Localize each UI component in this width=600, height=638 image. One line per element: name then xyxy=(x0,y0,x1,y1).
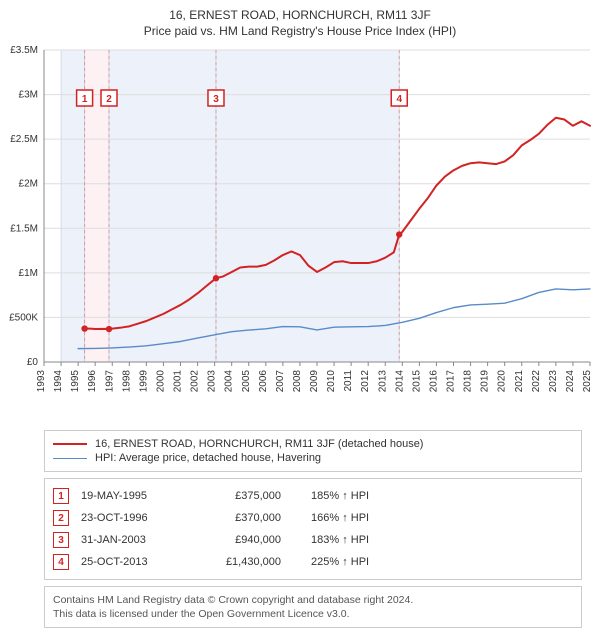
svg-text:2002: 2002 xyxy=(190,370,201,393)
svg-text:3: 3 xyxy=(213,94,219,105)
table-row: 3 31-JAN-2003 £940,000 183% ↑ HPI xyxy=(53,529,573,551)
sale-hpi: 185% ↑ HPI xyxy=(311,490,573,502)
svg-text:1995: 1995 xyxy=(70,370,81,393)
svg-text:2015: 2015 xyxy=(411,370,422,393)
legend-label-property: 16, ERNEST ROAD, HORNCHURCH, RM11 3JF (d… xyxy=(95,438,423,450)
license-line-1: Contains HM Land Registry data © Crown c… xyxy=(53,593,573,607)
table-row: 4 25-OCT-2013 £1,430,000 225% ↑ HPI xyxy=(53,551,573,573)
chart-title: 16, ERNEST ROAD, HORNCHURCH, RM11 3JF xyxy=(0,0,600,24)
svg-text:2022: 2022 xyxy=(531,370,542,393)
sale-marker-icon: 1 xyxy=(53,488,69,504)
svg-text:1998: 1998 xyxy=(121,370,132,393)
svg-text:2003: 2003 xyxy=(207,370,218,393)
svg-text:1994: 1994 xyxy=(53,370,64,393)
sale-hpi: 225% ↑ HPI xyxy=(311,556,573,568)
chart-svg: £0 £500K £1M £1.5M £2M £2.5M £3M £3.5M 1993 1994 1… xyxy=(0,44,600,424)
svg-text:1: 1 xyxy=(82,94,88,105)
sale-date: 25-OCT-2013 xyxy=(81,556,191,568)
license-line-2: This data is licensed under the Open Gov… xyxy=(53,607,573,621)
table-row: 2 23-OCT-1996 £370,000 166% ↑ HPI xyxy=(53,507,573,529)
svg-text:2001: 2001 xyxy=(173,370,184,393)
sale-hpi: 183% ↑ HPI xyxy=(311,534,573,546)
svg-text:2007: 2007 xyxy=(275,370,286,393)
sale-price: £370,000 xyxy=(191,512,311,524)
svg-text:£3.5M: £3.5M xyxy=(10,45,38,56)
svg-text:2025: 2025 xyxy=(582,370,593,393)
svg-text:£1M: £1M xyxy=(19,268,38,279)
svg-text:2021: 2021 xyxy=(514,370,525,393)
svg-text:£500K: £500K xyxy=(9,312,38,323)
sale-price: £1,430,000 xyxy=(191,556,311,568)
chart-subtitle: Price paid vs. HM Land Registry's House … xyxy=(0,24,600,44)
legend-row-property: 16, ERNEST ROAD, HORNCHURCH, RM11 3JF (d… xyxy=(53,437,573,451)
svg-text:1993: 1993 xyxy=(36,370,47,393)
svg-text:2005: 2005 xyxy=(241,370,252,393)
sale-date: 19-MAY-1995 xyxy=(81,490,191,502)
svg-text:2020: 2020 xyxy=(497,370,508,393)
svg-text:2014: 2014 xyxy=(394,370,405,393)
svg-text:2010: 2010 xyxy=(326,370,337,393)
legend: 16, ERNEST ROAD, HORNCHURCH, RM11 3JF (d… xyxy=(44,430,582,472)
svg-text:2023: 2023 xyxy=(548,370,559,393)
svg-text:2017: 2017 xyxy=(446,370,457,393)
svg-text:2024: 2024 xyxy=(565,370,576,393)
sale-marker-icon: 3 xyxy=(53,532,69,548)
legend-label-hpi: HPI: Average price, detached house, Have… xyxy=(95,452,321,464)
sale-date: 23-OCT-1996 xyxy=(81,512,191,524)
svg-text:2008: 2008 xyxy=(292,370,303,393)
sale-marker-icon: 4 xyxy=(53,554,69,570)
legend-swatch-hpi xyxy=(53,458,87,459)
svg-text:£2.5M: £2.5M xyxy=(10,134,38,145)
sale-hpi: 166% ↑ HPI xyxy=(311,512,573,524)
svg-text:2018: 2018 xyxy=(463,370,474,393)
svg-text:2013: 2013 xyxy=(377,370,388,393)
svg-text:1999: 1999 xyxy=(138,370,149,393)
legend-row-hpi: HPI: Average price, detached house, Have… xyxy=(53,451,573,465)
sale-price: £375,000 xyxy=(191,490,311,502)
svg-text:£2M: £2M xyxy=(19,179,38,190)
svg-text:1996: 1996 xyxy=(87,370,98,393)
sale-marker-icon: 2 xyxy=(53,510,69,526)
svg-text:2012: 2012 xyxy=(360,370,371,393)
svg-text:£1.5M: £1.5M xyxy=(10,223,38,234)
sales-table: 1 19-MAY-1995 £375,000 185% ↑ HPI 2 23-O… xyxy=(44,478,582,580)
svg-text:2004: 2004 xyxy=(224,370,235,393)
figure: 16, ERNEST ROAD, HORNCHURCH, RM11 3JF Pr… xyxy=(0,0,600,628)
table-row: 1 19-MAY-1995 £375,000 185% ↑ HPI xyxy=(53,485,573,507)
svg-text:£0: £0 xyxy=(27,357,39,368)
chart-area: £0 £500K £1M £1.5M £2M £2.5M £3M £3.5M 1993 1994 1… xyxy=(0,44,600,424)
svg-text:4: 4 xyxy=(396,94,402,105)
sale-date: 31-JAN-2003 xyxy=(81,534,191,546)
legend-swatch-property xyxy=(53,443,87,445)
svg-text:2019: 2019 xyxy=(480,370,491,393)
svg-text:2016: 2016 xyxy=(428,370,439,393)
svg-text:2006: 2006 xyxy=(258,370,269,393)
svg-text:£3M: £3M xyxy=(19,90,38,101)
sale-price: £940,000 xyxy=(191,534,311,546)
license-box: Contains HM Land Registry data © Crown c… xyxy=(44,586,582,628)
svg-text:2: 2 xyxy=(106,94,112,105)
svg-text:2009: 2009 xyxy=(309,370,320,393)
svg-text:2000: 2000 xyxy=(155,370,166,393)
svg-text:1997: 1997 xyxy=(104,370,115,393)
svg-text:2011: 2011 xyxy=(343,370,354,392)
